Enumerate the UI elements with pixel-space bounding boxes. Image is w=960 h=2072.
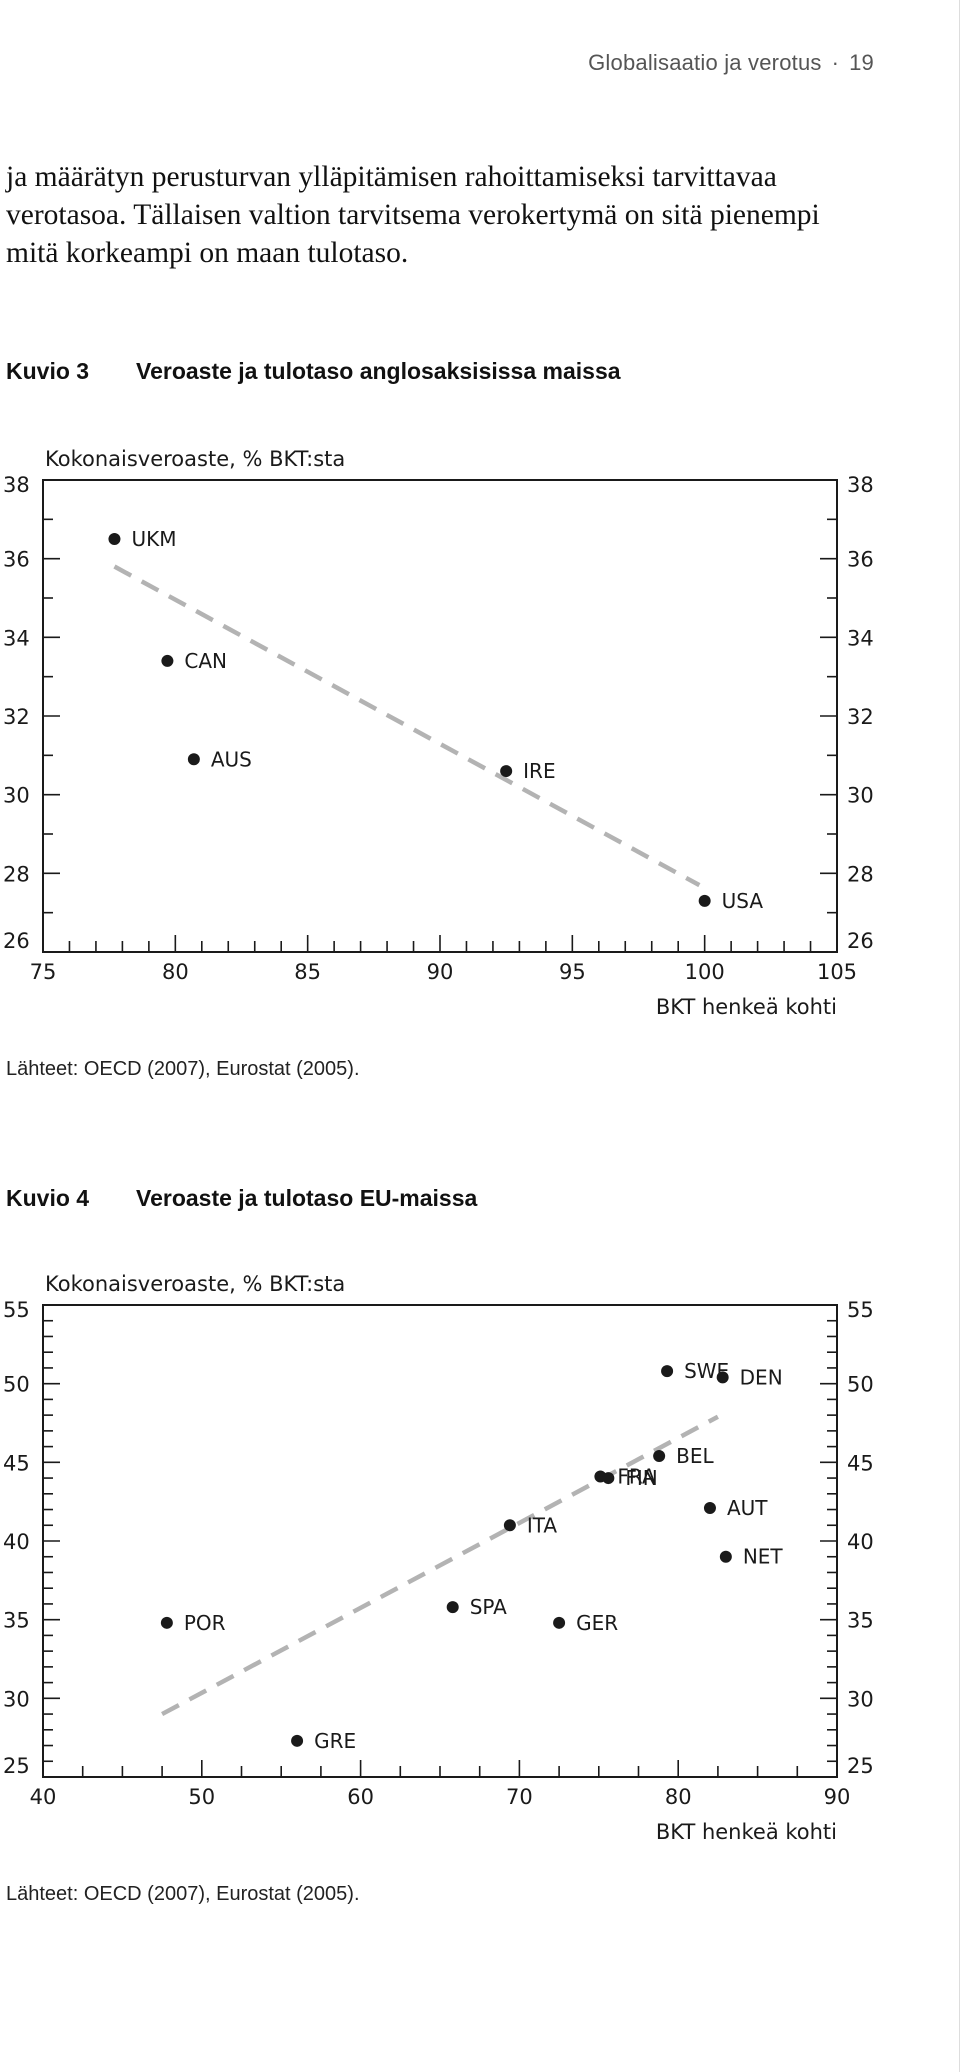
point-label: UKM bbox=[131, 527, 176, 551]
figure-number: Kuvio 3 bbox=[6, 358, 90, 384]
x-tick-label: 90 bbox=[824, 1785, 851, 1809]
x-tick-label: 85 bbox=[294, 960, 321, 984]
x-tick-label: 90 bbox=[427, 960, 454, 984]
trend-line bbox=[161, 1414, 719, 1717]
data-point bbox=[503, 1519, 516, 1532]
figure-number: Kuvio 4 bbox=[6, 1185, 90, 1211]
y-axis-label: Kokonaisveroaste, % BKT:sta bbox=[45, 1272, 345, 1296]
point-label: GRE bbox=[314, 1729, 356, 1753]
x-tick-label: 95 bbox=[559, 960, 586, 984]
data-point bbox=[661, 1365, 674, 1378]
intro-line: verotasoa. Tällaisen valtion tarvitsema … bbox=[6, 199, 820, 231]
data-point bbox=[446, 1601, 459, 1614]
x-tick-label: 60 bbox=[347, 1785, 374, 1809]
point-label: POR bbox=[184, 1611, 226, 1635]
point-label: GER bbox=[576, 1611, 618, 1635]
y-tick-label-left: 30 bbox=[3, 1687, 30, 1711]
y-tick-label-left: 50 bbox=[3, 1373, 30, 1397]
data-point bbox=[698, 894, 711, 907]
point-label: FIN bbox=[625, 1466, 657, 1490]
trend-line bbox=[113, 564, 701, 888]
y-tick-label-right: 36 bbox=[847, 548, 874, 572]
figure-4-caption: Kuvio 4 Veroaste ja tulotaso EU-maissa bbox=[6, 1185, 477, 1212]
data-point bbox=[187, 753, 200, 766]
intro-line: ja määrätyn perusturvan ylläpitämisen ra… bbox=[6, 161, 777, 193]
data-point bbox=[719, 1550, 732, 1563]
y-tick-label-right: 55 bbox=[847, 1298, 874, 1322]
y-tick-label-right: 30 bbox=[847, 1687, 874, 1711]
intro-line: mitä korkeampi on maan tulotaso. bbox=[6, 237, 409, 269]
y-tick-label-left: 28 bbox=[3, 862, 30, 886]
point-label: DEN bbox=[740, 1365, 783, 1389]
y-tick-label-right: 28 bbox=[847, 862, 874, 886]
y-tick-label-left: 25 bbox=[3, 1754, 30, 1778]
data-point bbox=[716, 1371, 729, 1384]
data-point bbox=[160, 1616, 173, 1629]
point-label: USA bbox=[722, 889, 764, 913]
header-separator: · bbox=[831, 50, 840, 75]
y-tick-label-right: 45 bbox=[847, 1451, 874, 1475]
figure-3-source: Lähteet: OECD (2007), Eurostat (2005). bbox=[6, 1058, 360, 1080]
figure-3-caption: Kuvio 3 Veroaste ja tulotaso anglosaksisi… bbox=[6, 358, 621, 385]
x-tick-label: 80 bbox=[162, 960, 189, 984]
x-tick-label: 40 bbox=[30, 1785, 57, 1809]
y-tick-label-left: 34 bbox=[3, 626, 30, 650]
y-tick-label-right: 40 bbox=[847, 1530, 874, 1554]
figure-4-source: Lähteet: OECD (2007), Eurostat (2005). bbox=[6, 1883, 360, 1905]
y-tick-label-right: 26 bbox=[847, 929, 874, 953]
x-axis-label: BKT henkeä kohti bbox=[656, 995, 837, 1019]
point-label: IRE bbox=[523, 759, 555, 783]
x-tick-label: 100 bbox=[685, 960, 725, 984]
y-tick-label-left: 30 bbox=[3, 784, 30, 808]
figure-title: Veroaste ja tulotaso anglosaksisissa mai… bbox=[136, 358, 621, 384]
point-label: BEL bbox=[676, 1444, 714, 1468]
y-axis-label: Kokonaisveroaste, % BKT:sta bbox=[45, 447, 345, 471]
y-tick-label-left: 35 bbox=[3, 1609, 30, 1633]
y-tick-label-right: 50 bbox=[847, 1373, 874, 1397]
y-tick-label-right: 34 bbox=[847, 626, 874, 650]
scatter-chart-anglo: 26 26 28 28 30 30 32 32 34 34 36 36 38 38 75 80 85 90 95 10… bbox=[3, 447, 874, 1019]
y-tick-label-right: 38 bbox=[847, 473, 874, 497]
data-point bbox=[653, 1450, 666, 1463]
point-label: FRA bbox=[617, 1464, 656, 1488]
point-label: SPA bbox=[470, 1595, 507, 1619]
data-point bbox=[291, 1734, 304, 1747]
data-point bbox=[703, 1501, 716, 1514]
y-tick-label-right: 35 bbox=[847, 1609, 874, 1633]
data-point bbox=[161, 654, 174, 667]
running-title: Globalisaatio ja verotus bbox=[588, 50, 822, 75]
point-label: NET bbox=[743, 1545, 784, 1569]
x-tick-label: 105 bbox=[817, 960, 857, 984]
point-label: AUT bbox=[727, 1496, 768, 1520]
x-tick-label: 80 bbox=[665, 1785, 692, 1809]
point-label: CAN bbox=[184, 649, 227, 673]
data-point bbox=[108, 533, 121, 545]
scatter-chart-eu: 25 25 30 30 35 35 40 40 45 45 50 50 55 55 40 50 60 70 80 90… bbox=[3, 1272, 874, 1844]
y-tick-label-left: 55 bbox=[3, 1298, 30, 1322]
x-tick-label: 75 bbox=[30, 960, 57, 984]
y-tick-label-left: 38 bbox=[3, 473, 30, 497]
page-number: 19 bbox=[849, 50, 874, 75]
y-tick-label-right: 25 bbox=[847, 1754, 874, 1778]
y-tick-label-left: 40 bbox=[3, 1530, 30, 1554]
y-tick-label-left: 32 bbox=[3, 705, 30, 729]
figure-title: Veroaste ja tulotaso EU-maissa bbox=[136, 1185, 478, 1211]
running-header: Globalisaatio ja verotus · 19 bbox=[588, 50, 874, 76]
y-tick-label-left: 36 bbox=[3, 548, 30, 572]
y-tick-label-left: 26 bbox=[3, 929, 30, 953]
data-point bbox=[553, 1616, 566, 1629]
x-tick-label: 50 bbox=[188, 1785, 215, 1809]
data-point bbox=[500, 765, 513, 778]
point-label: AUS bbox=[211, 747, 252, 771]
point-label: ITA bbox=[527, 1513, 558, 1537]
data-point bbox=[602, 1472, 615, 1485]
y-tick-label-right: 32 bbox=[847, 705, 874, 729]
intro-paragraph: ja määrätyn perusturvan ylläpitämisen ra… bbox=[6, 158, 906, 272]
x-tick-label: 70 bbox=[506, 1785, 533, 1809]
y-tick-label-right: 30 bbox=[847, 784, 874, 808]
y-tick-label-left: 45 bbox=[3, 1451, 30, 1475]
x-axis-label: BKT henkeä kohti bbox=[656, 1820, 837, 1844]
